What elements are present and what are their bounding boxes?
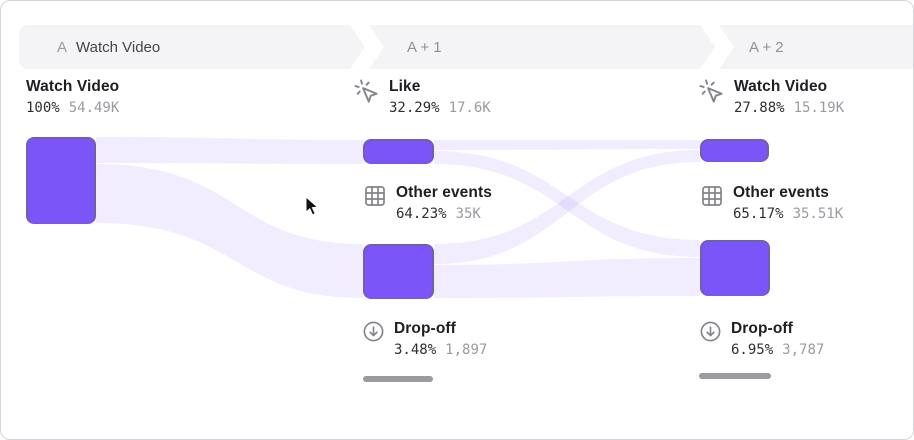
step-letter: A xyxy=(57,38,68,56)
arrow-down-circle-icon xyxy=(362,320,385,348)
event-percent: 3.48% xyxy=(394,342,437,358)
node-block-watchvideo-a[interactable] xyxy=(26,137,96,224)
event-percent: 6.95% xyxy=(731,342,774,358)
node-block-otherevents-a2[interactable] xyxy=(700,240,770,296)
event-percent: 64.23% xyxy=(396,206,447,222)
event-label: Like xyxy=(389,78,421,95)
event-percent: 100% xyxy=(26,100,60,116)
event-label: Other events xyxy=(733,184,829,201)
event-card-otherevents-a2[interactable]: Other events 65.17% 35.51K xyxy=(700,183,843,223)
event-count: 3,787 xyxy=(782,342,825,358)
event-stats: 64.23% 35K xyxy=(396,206,492,223)
flow-watchvideo-to-otherevents[interactable] xyxy=(96,164,363,298)
event-count: 17.6K xyxy=(448,100,491,116)
event-card-dropoff-a2[interactable]: Drop-off 6.95% 3,787 xyxy=(699,319,824,359)
event-label: Watch Video xyxy=(734,78,828,95)
event-percent: 32.29% xyxy=(389,100,440,116)
node-block-like[interactable] xyxy=(363,139,434,164)
event-count: 15.19K xyxy=(793,100,845,116)
flow-otherevents-to-watchvideo2[interactable] xyxy=(434,150,700,264)
event-percent: 27.88% xyxy=(734,100,785,116)
node-block-otherevents-a1[interactable] xyxy=(363,244,434,299)
arrow-down-circle-icon xyxy=(699,320,722,348)
grid-icon xyxy=(700,184,724,213)
event-stats: 100% 54.49K xyxy=(26,100,119,117)
step-header-a-plus-1[interactable]: A + 1 xyxy=(369,25,715,69)
step-header-a-plus-2[interactable]: A + 2 xyxy=(719,25,913,69)
event-stats: 3.48% 1,897 xyxy=(394,342,487,359)
node-block-watchvideo-a2[interactable] xyxy=(700,139,769,162)
event-card-watchvideo-a2[interactable]: Watch Video 27.88% 15.19K xyxy=(698,77,844,117)
dropoff-bar-a2[interactable] xyxy=(699,373,771,379)
event-percent: 65.17% xyxy=(733,206,784,222)
flow-otherevents-to-otherevents2[interactable] xyxy=(434,258,700,298)
event-stats: 27.88% 15.19K xyxy=(734,100,844,117)
event-label: Watch Video xyxy=(26,78,120,95)
event-card-otherevents-a1[interactable]: Other events 64.23% 35K xyxy=(363,183,492,223)
event-count: 35K xyxy=(455,206,481,222)
flow-like-to-watchvideo2[interactable] xyxy=(434,140,700,150)
event-card-watchvideo-a[interactable]: Watch Video 100% 54.49K xyxy=(26,77,119,117)
event-label: Drop-off xyxy=(731,320,793,337)
event-stats: 65.17% 35.51K xyxy=(733,206,843,223)
event-label: Other events xyxy=(396,184,492,201)
event-card-dropoff-a1[interactable]: Drop-off 3.48% 1,897 xyxy=(362,319,487,359)
mouse-pointer-click-icon xyxy=(353,78,380,110)
step-label: Watch Video xyxy=(76,38,161,56)
grid-icon xyxy=(363,184,387,213)
mouse-pointer-click-icon xyxy=(698,78,725,110)
event-count: 1,897 xyxy=(445,342,488,358)
step-header-a[interactable]: A Watch Video xyxy=(19,25,365,69)
flow-like-to-otherevents2[interactable] xyxy=(434,151,700,257)
event-label: Drop-off xyxy=(394,320,456,337)
step-label: A + 2 xyxy=(749,38,784,56)
event-stats: 32.29% 17.6K xyxy=(389,100,491,117)
flow-watchvideo-to-like[interactable] xyxy=(96,137,363,164)
event-stats: 6.95% 3,787 xyxy=(731,342,824,359)
event-card-like[interactable]: Like 32.29% 17.6K xyxy=(353,77,491,117)
mouse-cursor xyxy=(305,196,319,216)
event-count: 54.49K xyxy=(68,100,120,116)
dropoff-bar-a1[interactable] xyxy=(363,376,433,382)
event-count: 35.51K xyxy=(792,206,844,222)
step-label: A + 1 xyxy=(407,38,442,56)
